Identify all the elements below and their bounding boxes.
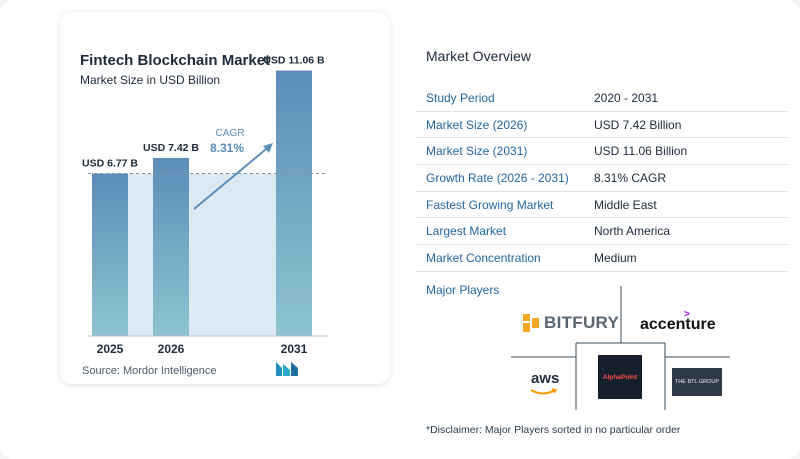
bar (153, 157, 189, 336)
overview-value: North America (594, 224, 671, 239)
accenture-accent-icon: > (684, 309, 690, 320)
chart-card: Fintech Blockchain Market Market Size in… (60, 12, 390, 384)
overview-row: Study Period 2020 - 2031 (416, 85, 788, 112)
bitfury-logo-text: BITFURY (544, 313, 620, 332)
cagr-arrow (193, 144, 272, 210)
overview-value: 2020 - 2031 (594, 90, 659, 105)
overview-label: Largest Market (426, 224, 507, 239)
aws-logo: aws (531, 370, 560, 387)
reference-area (92, 173, 312, 336)
overview-row: Largest Market North America (416, 218, 788, 246)
overview-row: Growth Rate (2026 - 2031) 8.31% CAGR (416, 165, 788, 192)
bar-value-label: USD 7.42 B (143, 142, 199, 154)
bar (92, 173, 128, 336)
overview-value: 8.31% CAGR (594, 170, 667, 185)
overview-row: Market Size (2026) USD 7.42 Billion (416, 112, 788, 139)
overview-label: Market Concentration (426, 250, 541, 265)
overview-label: Growth Rate (2026 - 2031) (426, 170, 569, 185)
chart-title: Fintech Blockchain Market (80, 52, 271, 69)
overview-table: Study Period 2020 - 2031 Market Size (20… (416, 85, 788, 272)
bitfury-icon (523, 314, 539, 332)
overview-value: Medium (594, 250, 637, 265)
mordor-logo-icon (276, 362, 298, 376)
source-text: Source: Mordor Intelligence (82, 365, 217, 377)
overview-value: Middle East (594, 197, 657, 212)
accenture-logo: accenture (640, 316, 716, 333)
overview-row: Fastest Growing Market Middle East (416, 192, 788, 219)
overview-label: Fastest Growing Market (426, 197, 554, 212)
bitfury-logo: BITFURY (523, 313, 619, 333)
overview-row: Market Concentration Medium (416, 245, 788, 272)
bar (276, 70, 312, 336)
overview-label: Study Period (426, 90, 495, 105)
x-tick-label: 2025 (97, 342, 124, 356)
disclaimer-text: *Disclaimer: Major Players sorted in no … (426, 424, 681, 436)
cagr-arrow-head (263, 143, 273, 153)
overview-value: USD 11.06 Billion (594, 144, 688, 159)
overview-label: Market Size (2026) (426, 117, 528, 132)
cagr-value: 8.31% (210, 141, 244, 155)
x-tick-label: 2026 (158, 342, 185, 356)
chart-subtitle: Market Size in USD Billion (80, 73, 221, 87)
aws-smile-icon (530, 388, 558, 395)
bar-value-label: USD 11.06 B (263, 55, 325, 67)
overview-value: USD 7.42 Billion (594, 117, 682, 132)
bar-value-label: USD 6.77 B (82, 158, 138, 170)
overview-label: Market Size (2031) (426, 144, 528, 159)
overview-title: Market Overview (426, 48, 532, 64)
alphapoint-logo: AlphaPoint (598, 355, 642, 399)
bar-chart: USD 6.77 B 2025 USD 7.42 B 2026 USD 11.06 B 2… (82, 55, 328, 356)
cagr-label: CAGR (216, 128, 245, 139)
major-players-title: Major Players (426, 283, 500, 297)
x-tick-label: 2031 (281, 342, 308, 356)
overview-row: Market Size (2031) USD 11.06 Billion (416, 138, 788, 166)
btl-group-logo: THE BTL GROUP (672, 368, 722, 396)
